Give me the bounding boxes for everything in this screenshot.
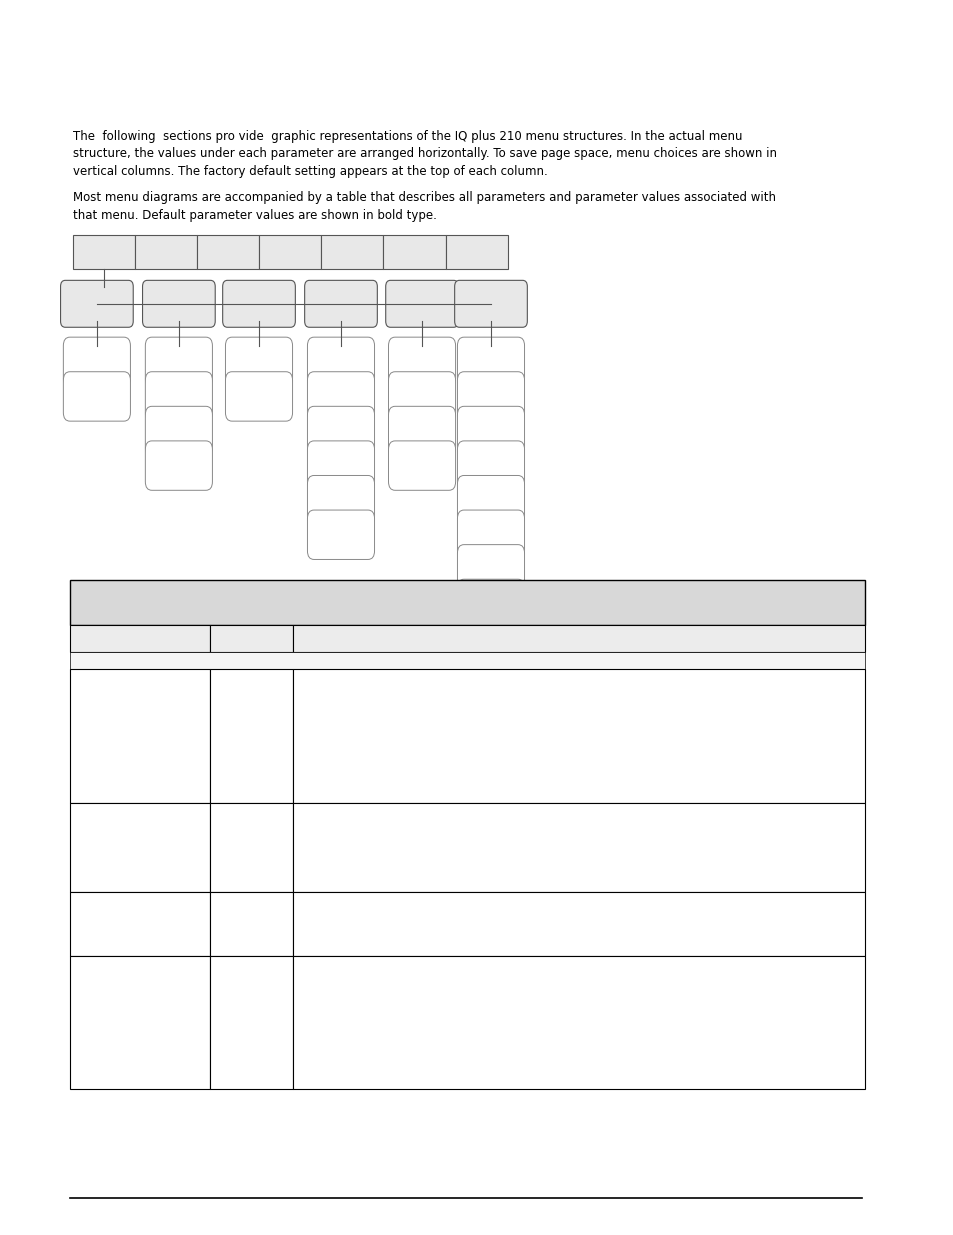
Bar [70, 892, 210, 956]
FancyBboxPatch shape [145, 406, 213, 456]
FancyBboxPatch shape [63, 337, 131, 387]
FancyBboxPatch shape [385, 280, 457, 327]
Bar [210, 625, 294, 652]
FancyBboxPatch shape [307, 441, 375, 490]
FancyBboxPatch shape [455, 280, 527, 327]
FancyBboxPatch shape [72, 235, 134, 269]
FancyBboxPatch shape [457, 475, 524, 525]
Bar [70, 956, 210, 1089]
FancyBboxPatch shape [63, 372, 131, 421]
FancyBboxPatch shape [457, 441, 524, 490]
FancyBboxPatch shape [145, 372, 213, 421]
FancyBboxPatch shape [388, 406, 456, 456]
Text: The  following  sections pro vide  graphic representations of the IQ plus 210 me: The following sections pro vide graphic … [72, 130, 776, 178]
FancyBboxPatch shape [142, 280, 215, 327]
Bar [210, 669, 294, 803]
FancyBboxPatch shape [457, 406, 524, 456]
FancyBboxPatch shape [134, 235, 196, 269]
Bar [70, 580, 863, 625]
Bar [210, 956, 294, 1089]
FancyBboxPatch shape [60, 280, 133, 327]
Bar [210, 892, 294, 956]
FancyBboxPatch shape [196, 235, 259, 269]
FancyBboxPatch shape [457, 510, 524, 559]
FancyBboxPatch shape [388, 372, 456, 421]
Bar [70, 669, 210, 803]
FancyBboxPatch shape [145, 337, 213, 387]
Bar [294, 892, 863, 956]
FancyBboxPatch shape [321, 235, 383, 269]
Text: Most menu diagrams are accompanied by a table that describes all parameters and : Most menu diagrams are accompanied by a … [72, 191, 775, 222]
FancyBboxPatch shape [457, 579, 524, 629]
FancyBboxPatch shape [457, 372, 524, 421]
FancyBboxPatch shape [457, 545, 524, 594]
FancyBboxPatch shape [307, 510, 375, 559]
Bar [70, 803, 210, 892]
Bar [294, 956, 863, 1089]
FancyBboxPatch shape [259, 235, 321, 269]
Bar [210, 803, 294, 892]
FancyBboxPatch shape [145, 441, 213, 490]
FancyBboxPatch shape [307, 475, 375, 525]
FancyBboxPatch shape [388, 441, 456, 490]
Bar [294, 669, 863, 803]
FancyBboxPatch shape [445, 235, 507, 269]
Bar [70, 652, 863, 669]
FancyBboxPatch shape [307, 372, 375, 421]
FancyBboxPatch shape [388, 337, 456, 387]
Bar [294, 803, 863, 892]
FancyBboxPatch shape [307, 406, 375, 456]
FancyBboxPatch shape [383, 235, 445, 269]
FancyBboxPatch shape [457, 337, 524, 387]
FancyBboxPatch shape [225, 372, 293, 421]
Bar [70, 625, 210, 652]
FancyBboxPatch shape [222, 280, 295, 327]
Bar [294, 625, 863, 652]
FancyBboxPatch shape [304, 280, 377, 327]
FancyBboxPatch shape [307, 337, 375, 387]
FancyBboxPatch shape [225, 337, 293, 387]
